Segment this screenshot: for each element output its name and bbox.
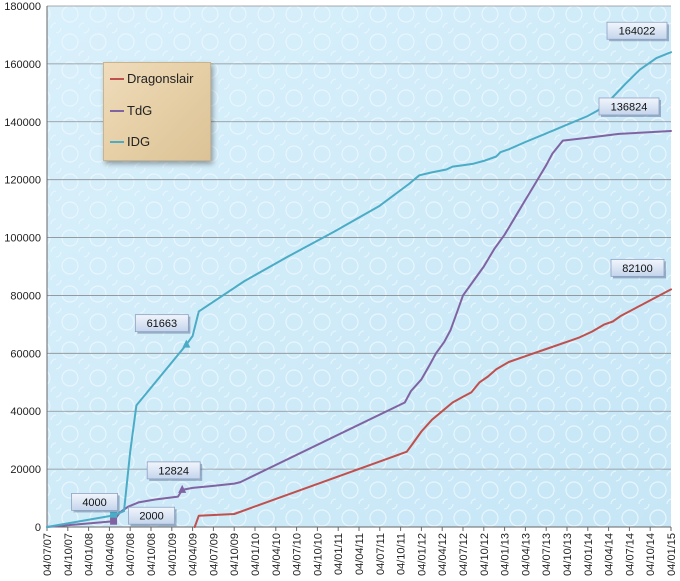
x-tick-label: 04/07/12 [458, 533, 470, 576]
legend-label: TdG [127, 103, 153, 118]
legend-swatch [110, 77, 124, 80]
data-label: 136824 [611, 101, 648, 113]
data-label: 82100 [622, 263, 653, 275]
x-tick-label: 04/01/13 [500, 533, 512, 576]
data-label: 2000 [139, 511, 163, 523]
data-label-box [606, 21, 668, 40]
x-tick-label: 04/04/08 [104, 533, 116, 576]
legend-item-idg: IDG [110, 134, 150, 149]
legend-swatch [110, 109, 124, 112]
data-label: 164022 [619, 26, 656, 38]
x-tick-label: 04/10/13 [562, 533, 574, 576]
series-line-tdg [46, 130, 672, 528]
legend-item-tdg: TdG [110, 103, 152, 118]
legend-item-dragonslair: Dragonslair [110, 71, 193, 86]
x-tick-label: 04/04/09 [188, 533, 200, 576]
data-label: 4000 [82, 497, 106, 509]
y-tick-label: 160000 [4, 59, 41, 71]
x-tick-label: 04/10/08 [146, 533, 158, 576]
data-label-box [610, 258, 665, 277]
y-tick-label: 180000 [4, 1, 41, 13]
x-tick-label: 04/07/09 [208, 533, 220, 576]
x-tick-label: 04/10/07 [63, 533, 75, 576]
y-tick-label: 20000 [10, 464, 41, 476]
x-tick-label: 04/07/10 [292, 533, 304, 576]
x-tick-label: 04/04/10 [271, 533, 283, 576]
legend-swatch [110, 140, 124, 143]
data-label-box [128, 506, 175, 525]
x-tick-label: 04/10/10 [312, 533, 324, 576]
x-tick-label: 04/01/15 [666, 533, 678, 576]
data-point-marker [110, 511, 118, 519]
data-point-marker [182, 339, 191, 348]
series-line-dragonslair [193, 288, 672, 528]
x-tick-label: 04/01/14 [583, 533, 595, 576]
series-markers [110, 339, 191, 525]
data-label: 12824 [158, 465, 189, 477]
x-tick-label: 04/01/11 [333, 533, 345, 575]
x-tick-label: 04/10/14 [645, 533, 657, 576]
x-tick-label: 04/04/13 [520, 533, 532, 576]
legend-label: IDG [127, 134, 151, 149]
y-axis: 0 20000 40000 60000 80000 100000 120000 140000 1… [4, 1, 48, 534]
data-label-box [146, 461, 201, 480]
x-axis: 04/07/07 04/10/07 04/01/08 04/04/08 04/07/08… [42, 526, 678, 576]
x-tick-label: 04/01/12 [416, 533, 428, 576]
legend: Dragonslair TdG IDG [103, 62, 211, 161]
x-tick-label: 04/01/08 [84, 533, 96, 576]
y-tick-label: 0 [35, 522, 41, 534]
data-label-box [598, 97, 660, 116]
data-point-marker [178, 484, 187, 493]
x-tick-label: 04/07/07 [42, 533, 54, 576]
y-tick-label: 120000 [4, 175, 41, 187]
y-tick-label: 40000 [10, 406, 41, 418]
y-tick-label: 80000 [10, 290, 41, 302]
x-tick-label: 04/10/12 [479, 533, 491, 576]
x-tick-label: 04/07/11 [375, 533, 387, 575]
x-tick-label: 04/04/11 [354, 533, 366, 575]
data-label-box [134, 314, 189, 333]
series-line-idg [46, 51, 672, 528]
x-tick-label: 04/10/09 [229, 533, 241, 576]
x-tick-label: 04/07/14 [624, 533, 636, 576]
x-tick-label: 04/04/12 [437, 533, 449, 576]
x-tick-label: 04/10/11 [396, 533, 408, 575]
y-tick-label: 100000 [4, 233, 41, 245]
series-lines [46, 51, 672, 528]
x-tick-label: 04/01/10 [250, 533, 262, 576]
data-point-marker [110, 517, 118, 525]
y-tick-label: 60000 [10, 348, 41, 360]
data-label-box [71, 493, 118, 511]
x-tick-label: 04/01/09 [167, 533, 179, 576]
data-label: 61663 [147, 318, 178, 330]
x-tick-label: 04/07/08 [125, 533, 137, 576]
data-labels: 164022 136824 82100 61663 12824 4000 2000 [71, 21, 669, 527]
y-tick-label: 140000 [4, 117, 41, 129]
x-tick-label: 04/04/14 [604, 533, 616, 576]
x-tick-label: 04/07/13 [541, 533, 553, 576]
legend-label: Dragonslair [127, 71, 194, 86]
